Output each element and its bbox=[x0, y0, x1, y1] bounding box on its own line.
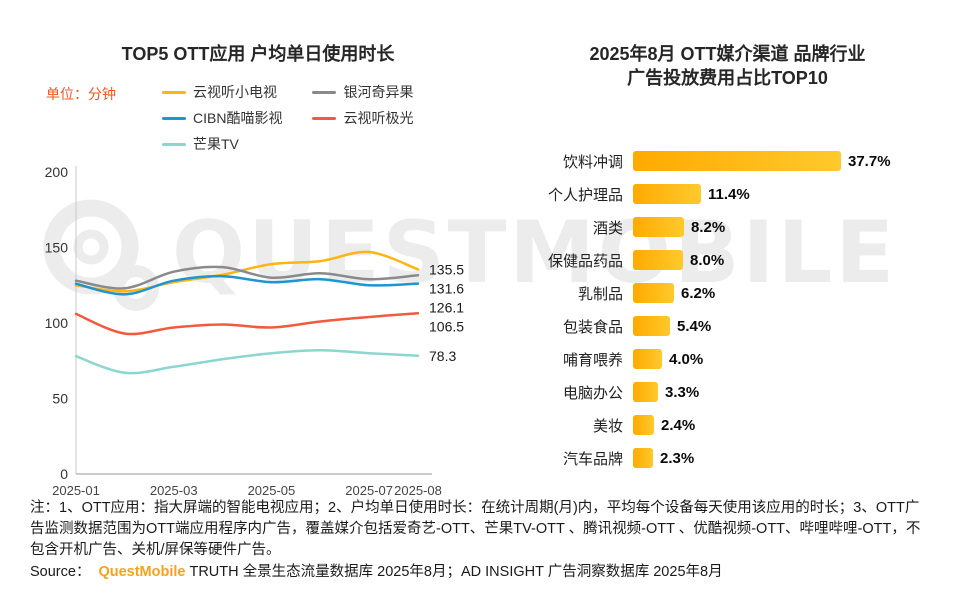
bar-category-label: 美妆 bbox=[592, 417, 623, 435]
bar-category-label: 哺育喂养 bbox=[562, 351, 623, 369]
bar bbox=[633, 349, 662, 370]
series-line bbox=[74, 349, 420, 375]
bar bbox=[633, 316, 670, 337]
legend-label: 云视听小电视 bbox=[193, 84, 277, 101]
bar-value-label: 4.0% bbox=[669, 350, 704, 368]
series-line bbox=[74, 250, 420, 293]
bar-row: 饮料冲调 37.7% bbox=[505, 145, 950, 178]
unit-label: 单位：分钟 bbox=[46, 86, 116, 103]
bar-chart-title-line1: 2025年8月 OTT媒介渠道 品牌行业 bbox=[589, 44, 866, 64]
line-chart-title: TOP5 OTT应用 户均单日使用时长 bbox=[121, 44, 395, 64]
x-tick-label: 2025-03 bbox=[150, 483, 198, 498]
bar bbox=[633, 184, 701, 205]
y-tick-label: 50 bbox=[52, 391, 68, 407]
line-chart-panel: TOP5 OTT应用 户均单日使用时长 单位：分钟 云视听小电视 银河奇异果 CIB… bbox=[28, 42, 488, 501]
source-line: Source： QuestMobile TRUTH 全景生态流量数据库 2025年8… bbox=[30, 562, 932, 583]
bar bbox=[633, 250, 683, 271]
series-line bbox=[74, 312, 420, 336]
bar-category-label: 包装食品 bbox=[562, 318, 623, 336]
bar-value-label: 11.4% bbox=[708, 185, 750, 203]
footnote-text: 注：1、OTT应用：指大屏端的智能电视应用；2、户均单日使用时长：在统计周期(月… bbox=[30, 500, 921, 558]
legend-item: 银河奇异果 bbox=[312, 82, 413, 102]
bar-category-label: 个人护理品 bbox=[547, 186, 623, 204]
legend-area: 单位：分钟 云视听小电视 银河奇异果 CIBN酷喵影视 云视听极光芒果TV bbox=[28, 82, 488, 154]
source-rest: TRUTH 全景生态流量数据库 2025年8月；AD INSIGHT 广告洞察数… bbox=[189, 563, 723, 580]
bar-category-label: 酒类 bbox=[592, 219, 623, 237]
bar-category-label: 乳制品 bbox=[577, 285, 623, 303]
bar-row: 汽车品牌 2.3% bbox=[505, 442, 950, 475]
bar-row: 美妆 2.4% bbox=[505, 409, 950, 442]
bar-row: 个人护理品 11.4% bbox=[505, 178, 950, 211]
bar-value-label: 3.3% bbox=[665, 383, 700, 401]
bar-row: 酒类 8.2% bbox=[505, 211, 950, 244]
bar-category-label: 电脑办公 bbox=[562, 384, 623, 402]
x-tick-label: 2025-08 bbox=[394, 483, 442, 498]
bar-chart-panel: 2025年8月 OTT媒介渠道 品牌行业 广告投放费用占比TOP10 饮料冲调 3… bbox=[505, 42, 950, 475]
bar-chart-title-line2: 广告投放费用占比TOP10 bbox=[627, 68, 828, 89]
bar-chart: 饮料冲调 37.7% 个人护理品 11.4% 酒类 8.2% 保健品药品 8.0% 乳制品 6.2… bbox=[505, 145, 950, 475]
legend-item: CIBN酷喵影视 bbox=[162, 108, 282, 128]
series-line bbox=[74, 265, 420, 291]
series-end-value-label: 131.6 bbox=[429, 281, 464, 297]
legend-label: 云视听极光 bbox=[343, 110, 414, 127]
bar-category-label: 保健品药品 bbox=[547, 252, 623, 270]
x-tick-label: 2025-05 bbox=[248, 483, 296, 498]
bar-value-label: 6.2% bbox=[681, 284, 716, 302]
series-end-value-label: 106.5 bbox=[429, 319, 464, 335]
legend-item: 云视听极光 bbox=[312, 108, 413, 128]
source-brand: QuestMobile bbox=[98, 563, 186, 580]
bar bbox=[633, 151, 841, 172]
legend-label: 芒果TV bbox=[193, 136, 239, 153]
bar-row: 电脑办公 3.3% bbox=[505, 376, 950, 409]
bar-value-label: 2.3% bbox=[660, 449, 695, 467]
legend-label: 银河奇异果 bbox=[343, 84, 414, 101]
series-end-value-label: 135.5 bbox=[429, 262, 464, 278]
bar bbox=[633, 448, 653, 469]
bar-value-label: 8.0% bbox=[690, 251, 725, 269]
bar-category-label: 饮料冲调 bbox=[562, 153, 623, 171]
legend-item: 芒果TV bbox=[162, 134, 282, 154]
bar-value-label: 8.2% bbox=[691, 218, 726, 236]
x-tick-label: 2025-01 bbox=[52, 483, 100, 498]
bar-row: 乳制品 6.2% bbox=[505, 277, 950, 310]
bar-chart-title: 2025年8月 OTT媒介渠道 品牌行业 广告投放费用占比TOP10 bbox=[505, 42, 950, 91]
bar bbox=[633, 283, 674, 304]
bar bbox=[633, 382, 658, 403]
line-chart-legend: 云视听小电视 银河奇异果 CIBN酷喵影视 云视听极光芒果TV bbox=[162, 82, 413, 154]
y-tick-label: 200 bbox=[45, 164, 69, 180]
bar-category-label: 汽车品牌 bbox=[562, 450, 623, 468]
line-chart: 0 50 100 150 200 2025-01 2025-03 2025-05 2025-07… bbox=[45, 164, 465, 498]
bar-value-label: 2.4% bbox=[661, 416, 696, 434]
bar bbox=[633, 217, 684, 238]
series-end-value-label: 126.1 bbox=[429, 300, 464, 316]
bar-value-label: 5.4% bbox=[677, 317, 712, 335]
legend-swatch bbox=[162, 116, 186, 120]
legend-swatch bbox=[162, 142, 186, 146]
legend-swatch bbox=[162, 90, 186, 94]
x-tick-label: 2025-07 bbox=[345, 483, 393, 498]
legend-swatch bbox=[312, 116, 337, 120]
legend-swatch bbox=[312, 90, 337, 94]
bar-row: 保健品药品 8.0% bbox=[505, 244, 950, 277]
y-tick-label: 0 bbox=[60, 466, 68, 482]
legend-item: 云视听小电视 bbox=[162, 82, 282, 102]
bar-row: 包装食品 5.4% bbox=[505, 310, 950, 343]
series-line bbox=[74, 275, 420, 296]
bar-value-label: 37.7% bbox=[848, 152, 891, 170]
legend-label: CIBN酷喵影视 bbox=[193, 110, 283, 127]
series-end-value-label: 78.3 bbox=[429, 348, 456, 364]
bar-row: 哺育喂养 4.0% bbox=[505, 343, 950, 376]
source-prefix: Source： bbox=[30, 563, 91, 580]
bar bbox=[633, 415, 654, 436]
y-tick-label: 150 bbox=[45, 240, 69, 256]
y-tick-label: 100 bbox=[45, 315, 69, 331]
footnotes: 注：1、OTT应用：指大屏端的智能电视应用；2、户均单日使用时长：在统计周期(月… bbox=[30, 498, 932, 583]
